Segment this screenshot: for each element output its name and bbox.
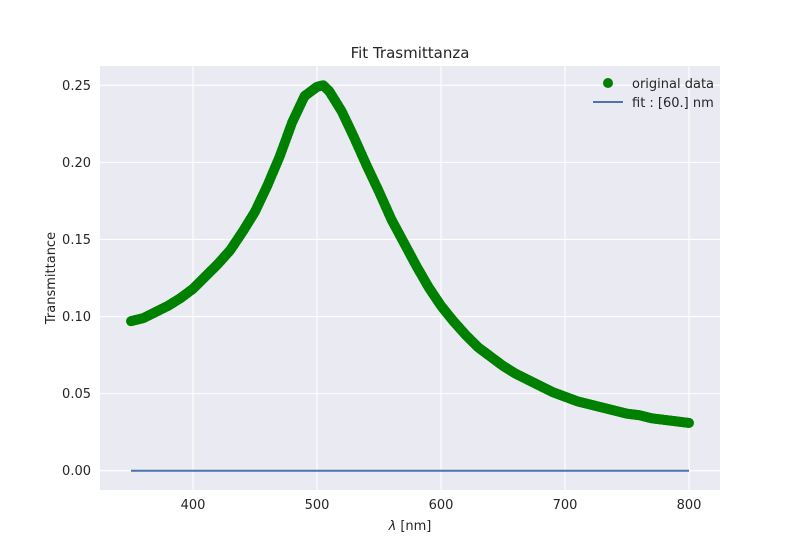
x-tick-label: 400 (181, 498, 206, 513)
legend: original data fit : [60.] nm (593, 77, 714, 111)
tick-labels: 400 500 600 700 800 0.00 0.05 0.10 0.15 0.20 0.25 (62, 79, 701, 513)
y-tick-label: 0.25 (62, 79, 91, 94)
y-tick-label: 0.05 (62, 387, 91, 402)
y-axis-label: Transmittance (44, 232, 59, 325)
legend-label-original-data: original data (632, 77, 714, 92)
chart-title: Fit Trasmittanza (351, 44, 470, 62)
x-tick-label: 700 (553, 498, 578, 513)
x-axis-label: λ [nm] (388, 519, 432, 534)
x-tick-label: 800 (677, 498, 702, 513)
y-tick-label: 0.00 (62, 464, 91, 479)
x-axis-label-symbol: λ (388, 519, 397, 534)
y-tick-label: 0.20 (62, 156, 91, 171)
grid (100, 66, 720, 490)
original-data-points (126, 80, 694, 428)
y-tick-label: 0.10 (62, 310, 91, 325)
x-tick-label: 500 (305, 498, 330, 513)
x-axis-label-unit: [nm] (400, 519, 431, 534)
x-tick-label: 600 (429, 498, 454, 513)
data-point (684, 417, 694, 428)
legend-marker-original-data (603, 78, 613, 88)
legend-label-fit: fit : [60.] nm (632, 96, 714, 111)
series-layer (126, 80, 694, 472)
y-tick-label: 0.15 (62, 233, 91, 248)
